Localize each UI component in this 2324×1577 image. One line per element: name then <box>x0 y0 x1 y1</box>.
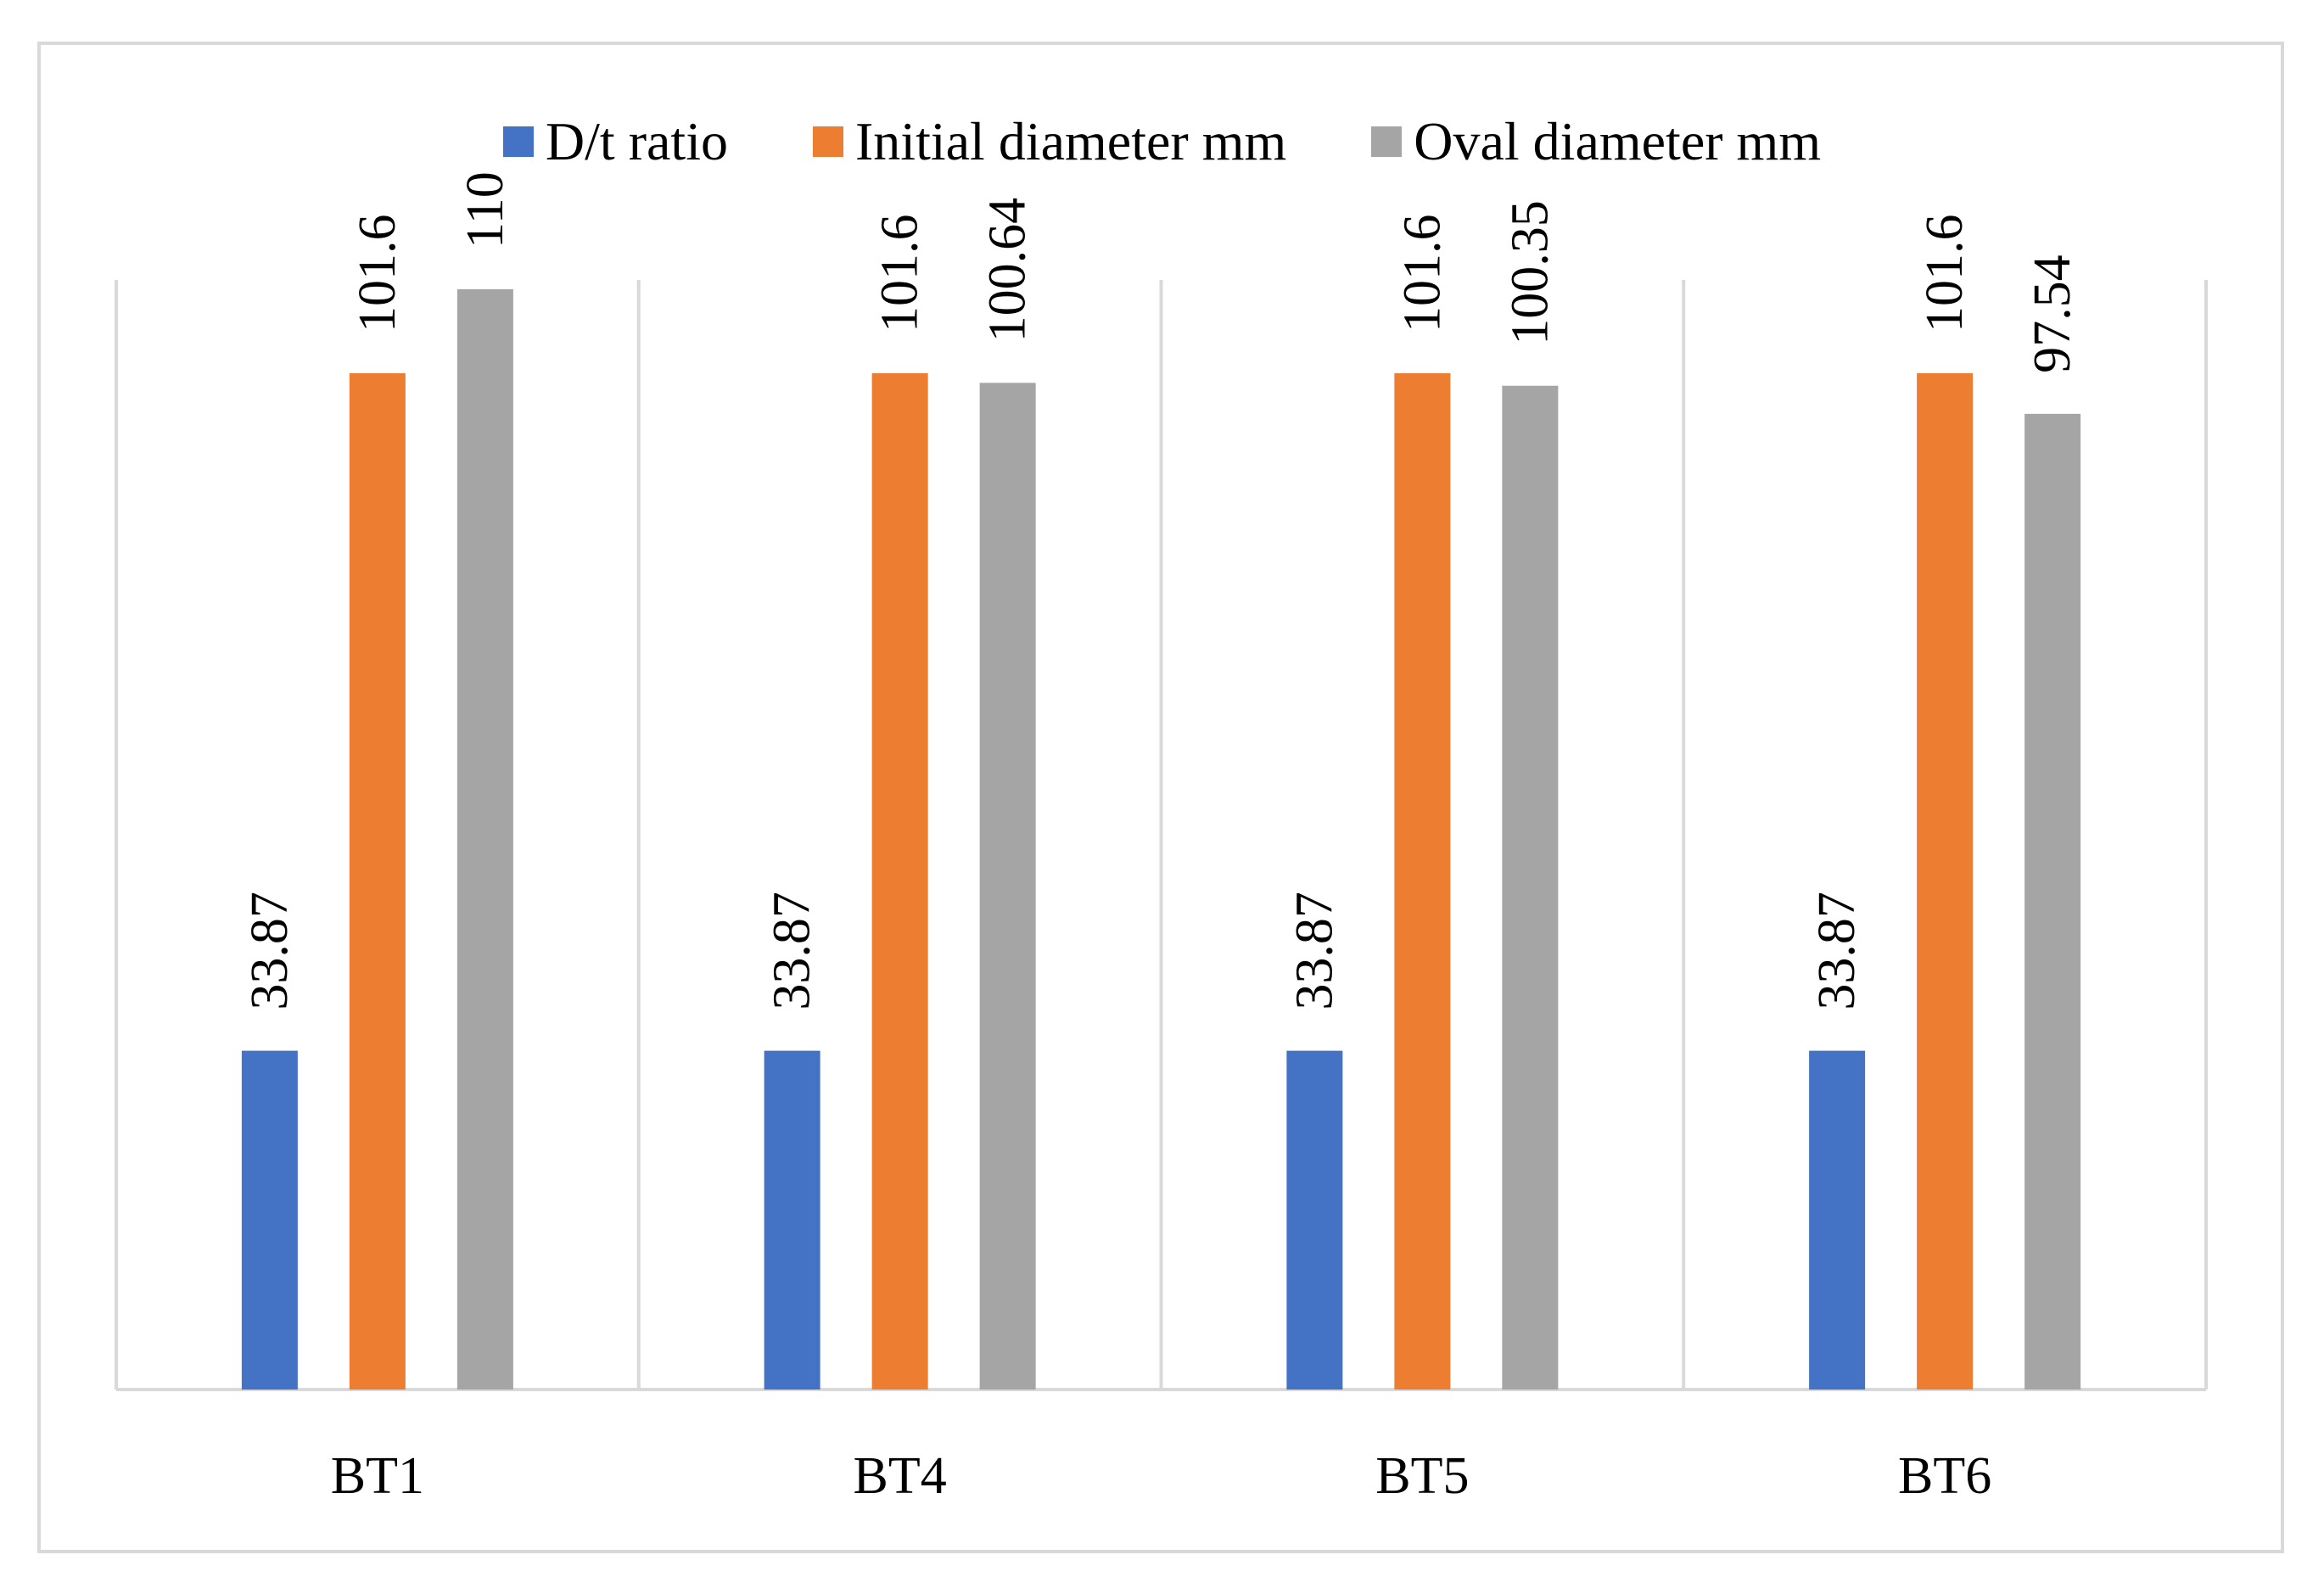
bar-bt1-series-2 <box>456 288 513 1390</box>
bar-bt4-series-0 <box>764 1050 820 1390</box>
x-tick-label-bt4: BT4 <box>854 1447 947 1505</box>
legend-swatch-initial-diameter <box>812 126 843 157</box>
legend-label-dt-ratio: D/t ratio <box>545 111 728 171</box>
chart-legend: D/t ratio Initial diameter mm Oval diame… <box>0 103 2324 180</box>
bar-bt4-series-2 <box>979 383 1036 1390</box>
legend-swatch-dt-ratio <box>502 126 534 157</box>
bar-bt4-series-1 <box>871 373 928 1390</box>
bar-bt6-series-1 <box>1917 373 1974 1390</box>
x-tick-label-bt6: BT6 <box>1898 1447 1991 1505</box>
x-tick-label-bt5: BT5 <box>1375 1447 1469 1505</box>
data-label-bt4-series-0: 33.87 <box>764 892 821 1010</box>
legend-item-dt-ratio: D/t ratio <box>502 110 728 173</box>
data-label-bt5-series-0: 33.87 <box>1285 892 1343 1010</box>
data-label-bt6-series-0: 33.87 <box>1808 892 1866 1010</box>
bar-bt6-series-2 <box>2024 413 2081 1390</box>
legend-item-initial-diameter: Initial diameter mm <box>812 110 1287 173</box>
bar-bt5-series-1 <box>1394 373 1451 1390</box>
x-tick-label-bt1: BT1 <box>331 1447 424 1505</box>
data-label-bt5-series-1: 101.6 <box>1393 215 1451 333</box>
bar-bt5-series-2 <box>1502 385 1559 1390</box>
bar-bt5-series-0 <box>1286 1050 1343 1390</box>
data-label-bt4-series-1: 101.6 <box>871 215 929 333</box>
bar-bt6-series-0 <box>1809 1050 1866 1390</box>
data-label-bt1-series-2: 110 <box>456 171 514 249</box>
data-label-bt1-series-0: 33.87 <box>241 892 299 1010</box>
data-label-bt4-series-2: 100.64 <box>979 198 1037 343</box>
bar-bt1-series-1 <box>349 373 406 1390</box>
legend-swatch-oval-diameter <box>1371 126 1403 157</box>
data-label-bt6-series-2: 97.54 <box>2024 254 2081 373</box>
data-label-bt5-series-2: 100.35 <box>1501 200 1559 345</box>
data-label-bt1-series-1: 101.6 <box>349 215 406 333</box>
legend-label-oval-diameter: Oval diameter mm <box>1414 111 1822 171</box>
legend-item-oval-diameter: Oval diameter mm <box>1371 110 1821 173</box>
legend-label-initial-diameter: Initial diameter mm <box>854 111 1287 171</box>
data-label-bt6-series-1: 101.6 <box>1916 215 1974 333</box>
bar-bt1-series-0 <box>241 1050 298 1390</box>
